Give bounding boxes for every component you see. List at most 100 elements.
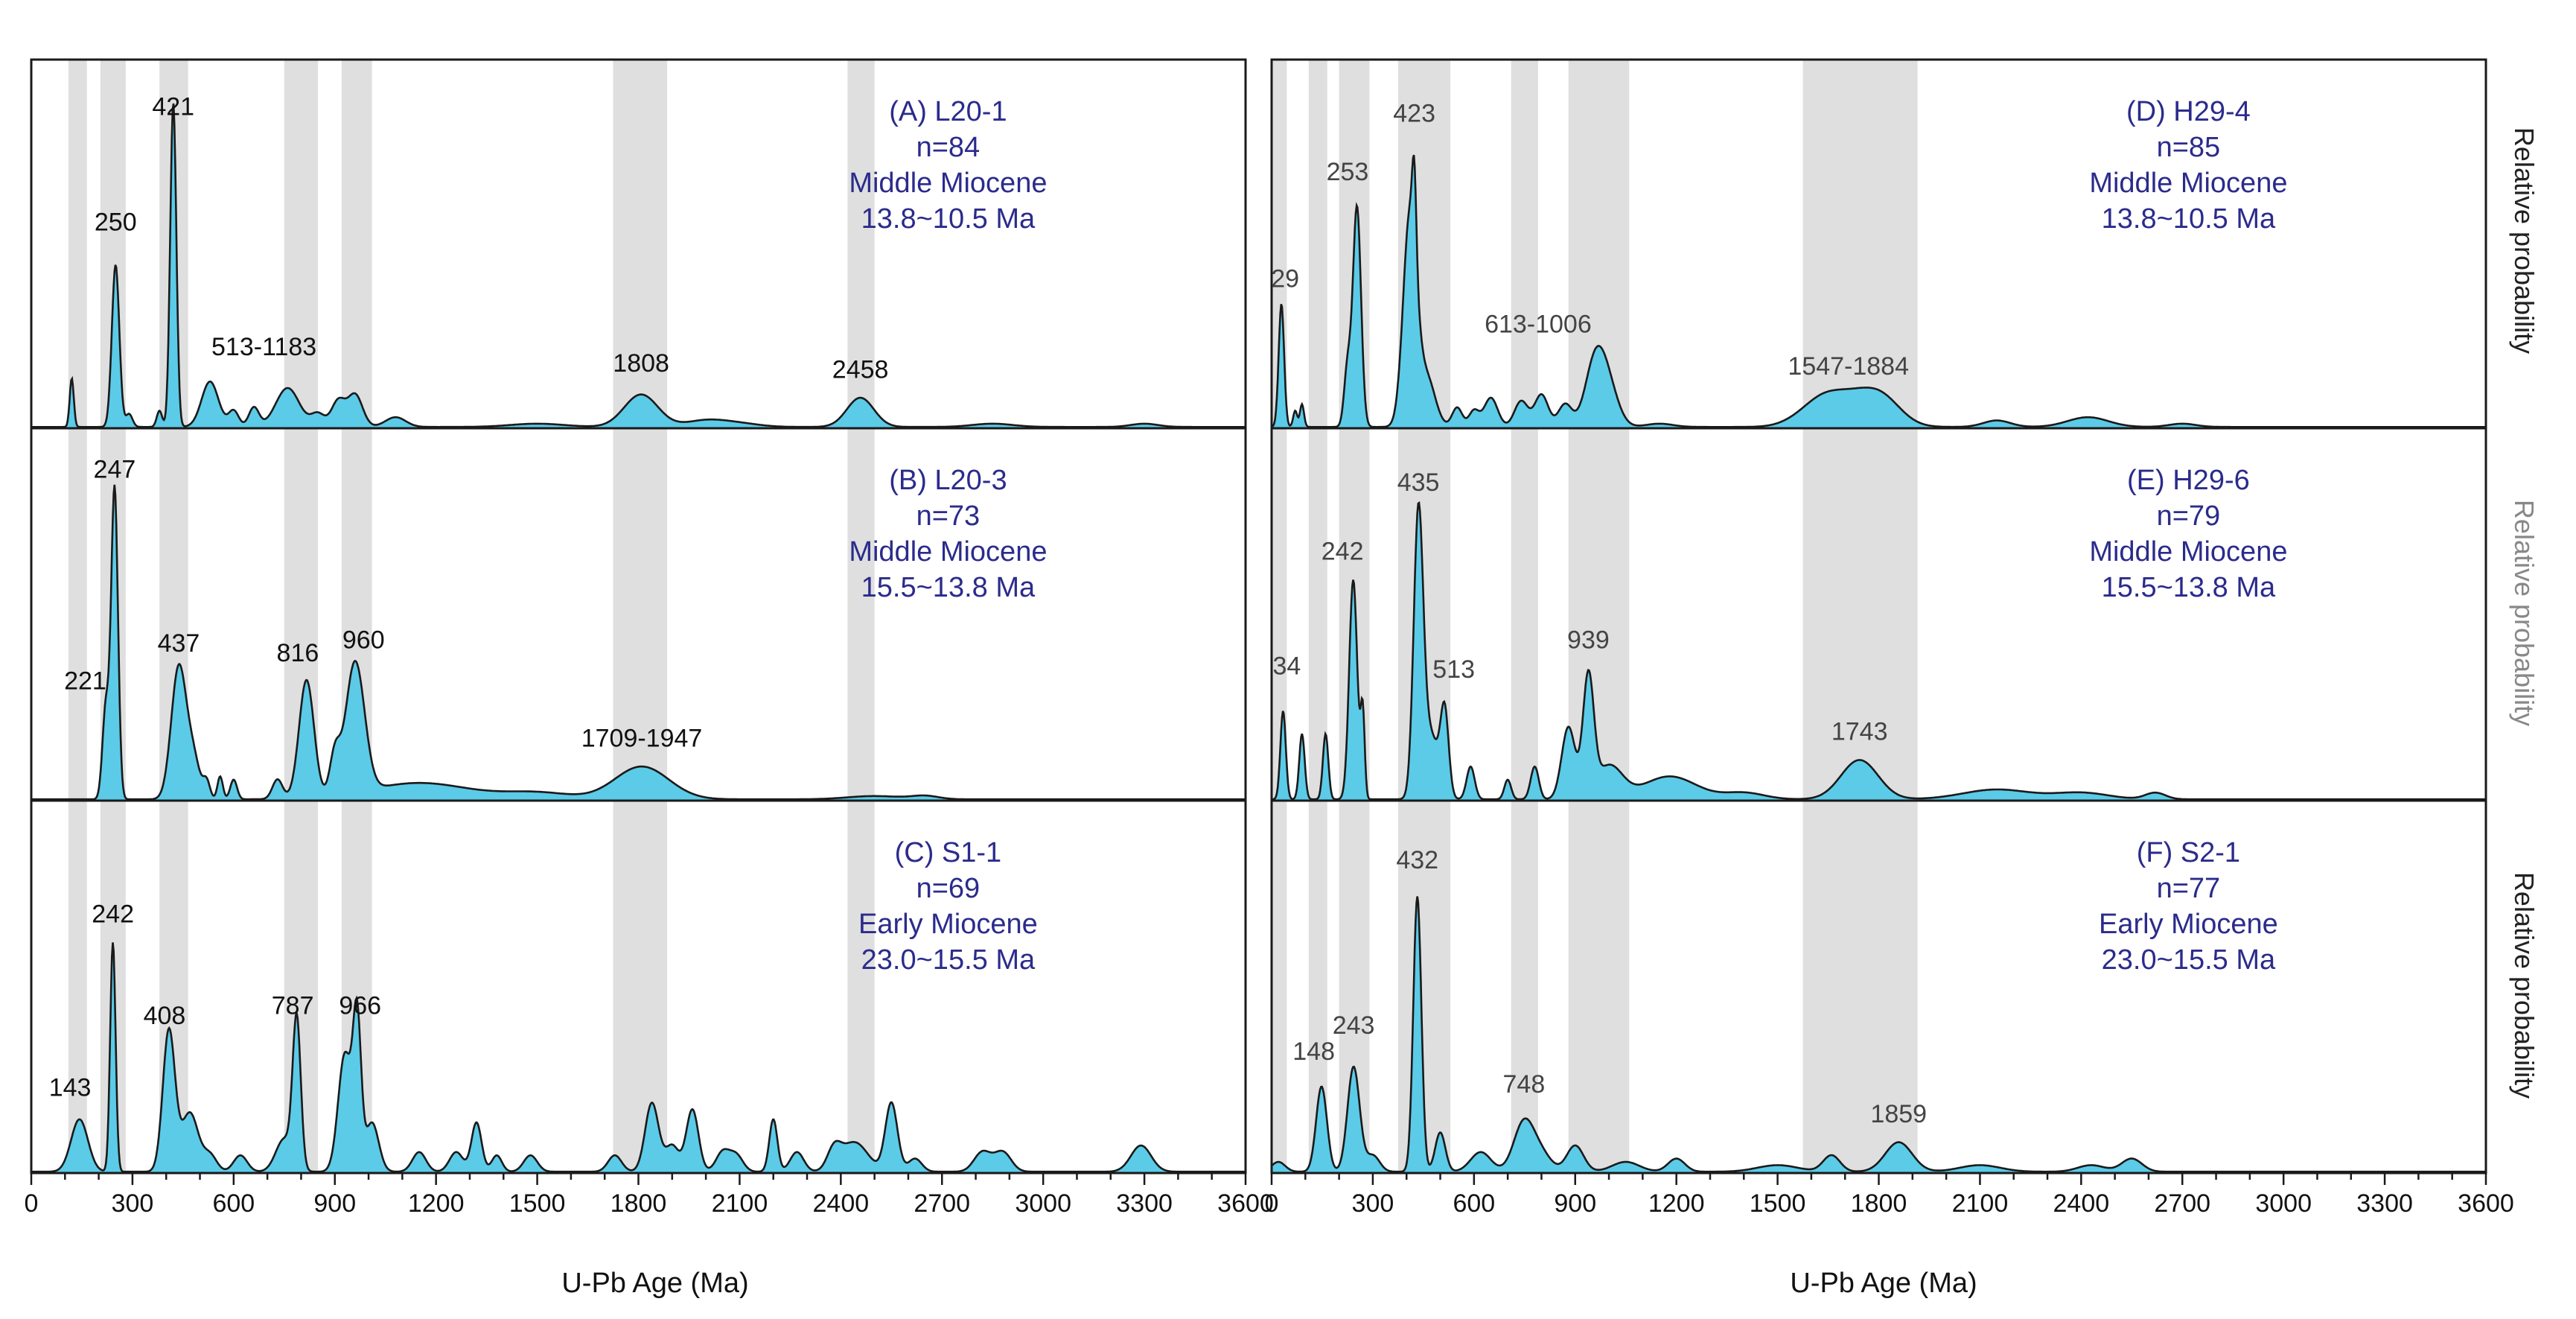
left-x-tick-label: 3600 [1217, 1189, 1274, 1218]
panel-A-peak-label: 2458 [832, 355, 889, 384]
right-x-tick-label: 1800 [1851, 1189, 1907, 1218]
panel-A-peak-label: 1808 [613, 349, 669, 378]
panel-E-peak-label: 242 [1322, 538, 1364, 566]
panel-E-peak-label: 435 [1397, 468, 1440, 497]
panel-B-peak-label: 437 [158, 629, 200, 658]
panel-E-peak-label: 513 [1432, 655, 1475, 684]
panel-E-info-line: (E) H29-6 [2127, 465, 2250, 496]
right-x-tick-label: 3000 [2255, 1189, 2312, 1218]
panel-B-info-line: n=73 [916, 500, 981, 532]
left-x-tick-label: 1200 [408, 1189, 465, 1218]
panel-E-peak-label: 34 [1272, 652, 1301, 681]
right-x-tick-label: 1500 [1750, 1189, 1806, 1218]
panel-C-density-curve [31, 942, 1246, 1173]
panel-A-info-line: n=84 [916, 132, 981, 163]
panel-E-density-curve [1272, 500, 2486, 801]
panel-C-peak-label: 242 [92, 900, 134, 928]
right-age-band-6 [1568, 60, 1630, 1173]
label-layer: 421 250 513-1183 1808 2458 247 221 437 816 960 170… [49, 93, 1927, 1128]
panel-D-peak-label: 613-1006 [1485, 310, 1592, 338]
panel-F-peak-label: 148 [1292, 1037, 1335, 1066]
panel-A-peak-label: 421 [152, 93, 194, 121]
panel-D-info-line: Middle Miocene [2089, 168, 2287, 199]
left-age-band-6 [613, 60, 668, 1173]
left-x-tick-label: 3300 [1116, 1189, 1173, 1218]
left-x-tick-label: 1500 [509, 1189, 566, 1218]
panel-A-info-line: 13.8~10.5 Ma [861, 203, 1036, 235]
panel-E-info-line: n=79 [2157, 500, 2221, 532]
panel-F-peak-label: 243 [1333, 1011, 1375, 1040]
y-axis-label-bottom: Relative probability [2509, 872, 2540, 1099]
panel-C-peak-label: 966 [339, 992, 381, 1020]
left-x-tick-label: 900 [313, 1189, 356, 1218]
panel-B-peak-label: 221 [64, 667, 106, 695]
panel-F-density-curve [1271, 896, 2486, 1173]
right-age-band-2 [1308, 60, 1327, 1173]
panel-info-layer: (A) L20-1 n=84 Middle Miocene 13.8~10.5 Ma (… [849, 96, 2287, 976]
panel-B-peak-label: 816 [277, 639, 319, 667]
right-age-band-7 [1802, 60, 1918, 1173]
panel-C-info-line: (C) S1-1 [895, 837, 1002, 868]
panel-F-peak-label: 748 [1503, 1070, 1546, 1099]
panel-E-peak-label: 1743 [1831, 718, 1888, 746]
panel-C-info-line: n=69 [916, 873, 981, 904]
panel-D-peak-label: 253 [1327, 158, 1369, 186]
y-axis-label-middle: Relative probability [2509, 500, 2540, 726]
right-x-tick-label: 0 [1265, 1189, 1279, 1218]
right-age-band-5 [1511, 60, 1538, 1173]
right-x-tick-label: 3600 [2458, 1189, 2514, 1218]
panel-F-info-line: n=77 [2157, 873, 2221, 904]
left-x-tick-label: 2700 [914, 1189, 970, 1218]
panel-C-info-line: 23.0~15.5 Ma [861, 944, 1036, 976]
panel-F-info-line: (F) S2-1 [2137, 837, 2240, 868]
panel-D-info-line: n=85 [2157, 132, 2221, 163]
panel-F-peak-label: 1859 [1870, 1100, 1927, 1128]
axis-layer: 0 300 600 900 1200 1500 1800 2100 2400 2700 3000 33… [25, 1173, 2514, 1218]
right-x-tick-label: 2700 [2154, 1189, 2210, 1218]
panel-C-peak-label: 143 [49, 1074, 92, 1102]
panel-B-info-line: Middle Miocene [849, 536, 1047, 568]
right-x-tick-label: 2100 [1952, 1189, 2009, 1218]
panel-D-info-line: (D) H29-4 [2126, 96, 2251, 127]
right-x-tick-label: 2400 [2053, 1189, 2110, 1218]
panel-A-peak-label: 250 [95, 208, 137, 236]
panel-D-density-curve [1271, 154, 2486, 428]
panel-B-info-line: (B) L20-3 [889, 465, 1007, 496]
panel-D-peak-label: 1547-1884 [1788, 352, 1909, 381]
panel-B-peak-label: 1709-1947 [581, 724, 703, 752]
left-age-band-5 [341, 60, 372, 1173]
panel-D-peak-label: 423 [1393, 99, 1435, 127]
left-x-tick-label: 600 [212, 1189, 255, 1218]
panel-C-peak-label: 408 [144, 1002, 186, 1030]
right-x-tick-label: 1200 [1648, 1189, 1705, 1218]
panel-C-info-line: Early Miocene [858, 909, 1038, 940]
panel-D-info-line: 13.8~10.5 Ma [2102, 203, 2276, 235]
x-axis-title-left: U-Pb Age (Ma) [561, 1268, 748, 1299]
left-x-tick-label: 1800 [610, 1189, 667, 1218]
panel-D-peak-label: 29 [1271, 265, 1299, 293]
left-age-band-4 [284, 60, 319, 1173]
panel-B-density-curve [31, 484, 1246, 801]
density-curve-layer [31, 103, 2486, 1173]
panel-A-peak-label: 513-1183 [211, 333, 316, 361]
panel-B-peak-label: 960 [342, 626, 385, 654]
y-axis-label-top: Relative probability [2509, 127, 2540, 354]
left-x-tick-label: 2400 [813, 1189, 870, 1218]
left-age-band-1 [68, 60, 87, 1173]
right-x-tick-label: 900 [1554, 1189, 1596, 1218]
left-age-band-7 [847, 60, 875, 1173]
panel-E-info-line: 15.5~13.8 Ma [2102, 572, 2276, 603]
right-x-tick-label: 3300 [2356, 1189, 2413, 1218]
left-x-tick-label: 3000 [1015, 1189, 1071, 1218]
panel-E-peak-label: 939 [1567, 626, 1610, 654]
panel-F-info-line: 23.0~15.5 Ma [2102, 944, 2276, 976]
panel-A-info-line: (A) L20-1 [889, 96, 1007, 127]
x-axis-title-right: U-Pb Age (Ma) [1790, 1268, 1977, 1299]
panel-E-info-line: Middle Miocene [2089, 536, 2287, 568]
panel-A-density-curve [31, 103, 1246, 428]
right-age-band-1 [1272, 60, 1287, 1173]
panel-C-peak-label: 787 [272, 992, 314, 1020]
panel-B-peak-label: 247 [94, 456, 136, 484]
left-x-tick-label: 0 [25, 1189, 39, 1218]
panel-A-info-line: Middle Miocene [849, 168, 1047, 199]
